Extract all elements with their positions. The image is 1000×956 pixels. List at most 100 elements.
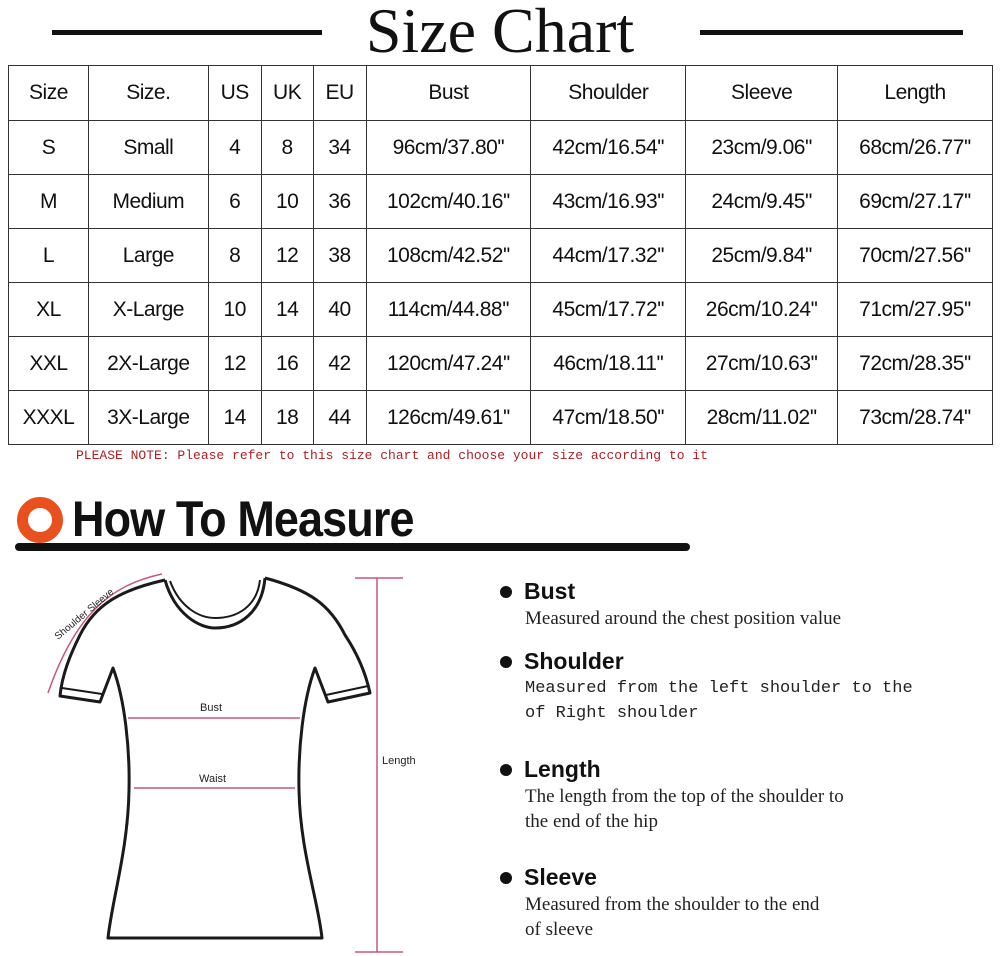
table-header-row: Size Size. US UK EU Bust Shoulder Sleeve Length bbox=[8, 65, 993, 121]
size-table: Size Size. US UK EU Bust Shoulder Sleeve Length … bbox=[8, 65, 993, 445]
table-cell: 45cm/17.72'' bbox=[530, 282, 687, 337]
description-line: Measured from the shoulder to the end bbox=[525, 894, 820, 915]
table-cell: 120cm/47.24'' bbox=[365, 336, 532, 391]
section-title: How To Measure bbox=[72, 491, 415, 547]
description-line: the end of the hip bbox=[525, 811, 658, 832]
measure-item-title: Shoulder bbox=[524, 648, 624, 674]
column-header: US bbox=[207, 65, 262, 121]
table-cell: 25cm/9.84'' bbox=[685, 228, 839, 283]
table-cell: 26cm/10.24'' bbox=[685, 282, 839, 337]
measure-item-description: The length from the top of the shoulder … bbox=[525, 784, 844, 834]
table-cell: 73cm/28.74'' bbox=[837, 390, 993, 445]
table-row: S Small 4 8 34 96cm/37.80'' 42cm/16.54'' 23cm/9… bbox=[8, 120, 993, 175]
column-header: Length bbox=[837, 65, 993, 121]
table-cell: 114cm/44.88'' bbox=[365, 282, 532, 337]
table-cell: X-Large bbox=[87, 282, 209, 337]
table-cell: 16 bbox=[260, 336, 314, 391]
description-line: The length from the top of the shoulder … bbox=[525, 786, 844, 807]
diagram-label-bust: Bust bbox=[200, 702, 222, 714]
table-cell: 69cm/27.17'' bbox=[837, 174, 993, 229]
table-cell: 44 bbox=[312, 390, 367, 445]
measure-item-description: Measured from the shoulder to the end of … bbox=[525, 892, 819, 942]
table-cell: Small bbox=[87, 120, 209, 175]
table-row: XL X-Large 10 14 40 114cm/44.88'' 45cm/17.72''… bbox=[8, 282, 993, 337]
table-cell: 10 bbox=[207, 282, 262, 337]
section-rule bbox=[15, 543, 690, 551]
table-cell: XXXL bbox=[8, 390, 89, 445]
collar-outer bbox=[163, 577, 267, 630]
table-cell: XXL bbox=[8, 336, 89, 391]
bullet-icon bbox=[500, 656, 512, 668]
table-cell: 38 bbox=[312, 228, 367, 283]
title-rule-left bbox=[52, 30, 322, 35]
measure-item-title: Sleeve bbox=[524, 864, 597, 890]
description-line: of sleeve bbox=[525, 919, 594, 940]
column-header: Shoulder bbox=[530, 65, 687, 121]
column-header: EU bbox=[312, 65, 367, 121]
page-title: Size Chart bbox=[365, 0, 635, 66]
table-cell: 36 bbox=[312, 174, 367, 229]
table-cell: 70cm/27.56'' bbox=[837, 228, 993, 283]
description-line: Measured around the chest position value bbox=[525, 608, 842, 629]
measure-item-title: Length bbox=[524, 756, 601, 782]
table-cell: 43cm/16.93'' bbox=[530, 174, 687, 229]
table-cell: 8 bbox=[207, 228, 262, 283]
column-header: Sleeve bbox=[685, 65, 839, 121]
size-note: PLEASE NOTE: Please refer to this size c… bbox=[76, 448, 708, 463]
table-cell: 40 bbox=[312, 282, 367, 337]
diagram-label-shoulder-sleeve: Shoulder Sleeve bbox=[53, 586, 117, 642]
table-cell: 47cm/18.50'' bbox=[530, 390, 687, 445]
table-cell: 14 bbox=[207, 390, 262, 445]
diagram-label-length: Length bbox=[382, 755, 416, 767]
table-cell: Medium bbox=[87, 174, 209, 229]
table-cell: 8 bbox=[260, 120, 314, 175]
table-cell: 68cm/26.77'' bbox=[837, 120, 993, 175]
table-cell: 24cm/9.45'' bbox=[685, 174, 839, 229]
bullet-icon bbox=[500, 586, 512, 598]
table-cell: 14 bbox=[260, 282, 314, 337]
table-cell: 10 bbox=[260, 174, 314, 229]
table-cell: 3X-Large bbox=[87, 390, 209, 445]
table-row: L Large 8 12 38 108cm/42.52'' 44cm/17.32'' 25cm… bbox=[8, 228, 993, 283]
table-cell: XL bbox=[8, 282, 89, 337]
bullet-icon bbox=[500, 872, 512, 884]
table-cell: Large bbox=[87, 228, 209, 283]
table-cell: 108cm/42.52'' bbox=[365, 228, 532, 283]
table-cell: M bbox=[8, 174, 89, 229]
table-cell: 2X-Large bbox=[87, 336, 209, 391]
shoulder-sleeve-measure-line bbox=[47, 573, 163, 694]
diagram-label-waist: Waist bbox=[199, 773, 226, 785]
table-cell: S bbox=[8, 120, 89, 175]
table-cell: 6 bbox=[207, 174, 262, 229]
description-line: Measured from the left shoulder to the bbox=[525, 679, 913, 698]
collar-inner bbox=[169, 579, 261, 619]
measure-item-description: Measured from the left shoulder to the of… bbox=[525, 676, 913, 726]
measure-item-description: Measured around the chest position value bbox=[525, 606, 841, 631]
description-line: of Right shoulder bbox=[525, 704, 699, 723]
table-cell: 12 bbox=[207, 336, 262, 391]
column-header: Bust bbox=[365, 65, 532, 121]
table-cell: 18 bbox=[260, 390, 314, 445]
table-cell: 34 bbox=[312, 120, 367, 175]
table-row: XXL 2X-Large 12 16 42 120cm/47.24'' 46cm/18.11… bbox=[8, 336, 993, 391]
tshirt-diagram: Bust Waist Length Shoulder Sleeve bbox=[47, 573, 416, 953]
tshirt-outline bbox=[58, 576, 372, 940]
table-cell: 126cm/49.61'' bbox=[365, 390, 532, 445]
table-cell: L bbox=[8, 228, 89, 283]
table-cell: 12 bbox=[260, 228, 314, 283]
column-header: Size bbox=[8, 65, 89, 121]
ring-bullet-icon bbox=[17, 497, 63, 543]
table-cell: 4 bbox=[207, 120, 262, 175]
table-row: XXXL 3X-Large 14 18 44 126cm/49.61'' 47cm/18.5… bbox=[8, 390, 993, 445]
table-cell: 28cm/11.02'' bbox=[685, 390, 839, 445]
table-cell: 102cm/40.16'' bbox=[365, 174, 532, 229]
bullet-icon bbox=[500, 764, 512, 776]
column-header: Size. bbox=[87, 65, 209, 121]
table-cell: 96cm/37.80'' bbox=[365, 120, 532, 175]
table-row: M Medium 6 10 36 102cm/40.16'' 43cm/16.93'' 24c… bbox=[8, 174, 993, 229]
column-header: UK bbox=[260, 65, 314, 121]
table-cell: 27cm/10.63'' bbox=[685, 336, 839, 391]
table-cell: 42cm/16.54'' bbox=[530, 120, 687, 175]
sleeve-hem-right bbox=[325, 685, 369, 696]
table-cell: 46cm/18.11'' bbox=[530, 336, 687, 391]
